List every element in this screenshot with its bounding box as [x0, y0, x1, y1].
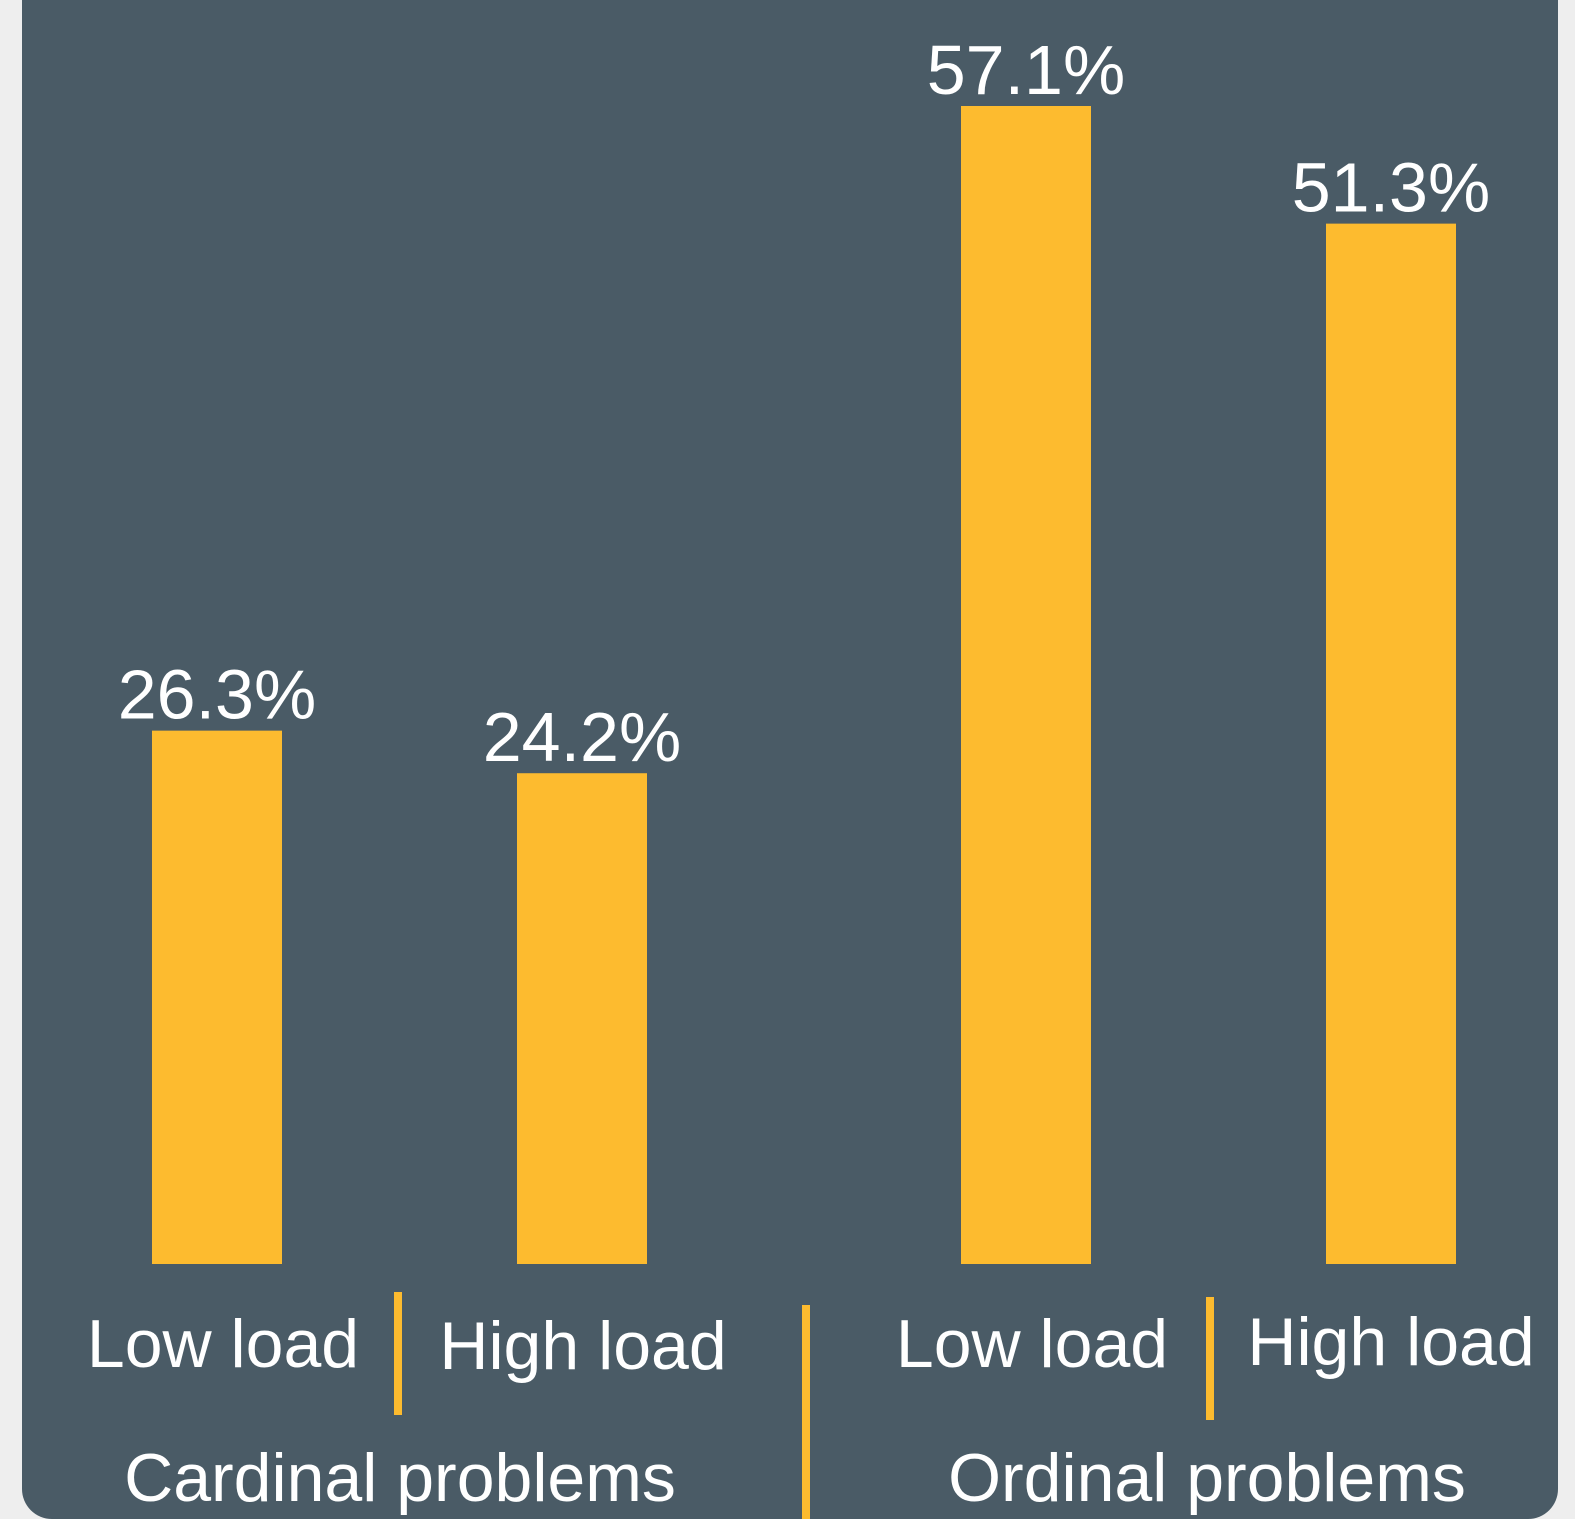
category-label-cardinal-high: High load	[439, 1308, 726, 1384]
group-divider	[802, 1305, 810, 1519]
dividers-layer	[394, 1292, 1214, 1519]
value-labels-layer: 26.3% 24.2% 57.1% 51.3%	[118, 31, 1490, 776]
bars-layer	[152, 106, 1456, 1264]
bar-cardinal-low	[152, 730, 282, 1264]
value-label-ordinal-high: 51.3%	[1292, 149, 1490, 227]
category-divider-cardinal	[394, 1292, 402, 1415]
value-label-cardinal-high: 24.2%	[483, 698, 681, 776]
bar-ordinal-high	[1326, 223, 1456, 1264]
category-labels-layer: Low load High load Low load High load	[87, 1304, 1535, 1384]
category-label-ordinal-low: Low load	[896, 1306, 1168, 1382]
group-labels-layer: Cardinal problems Ordinal problems	[124, 1440, 1466, 1516]
group-label-cardinal: Cardinal problems	[124, 1440, 676, 1516]
group-label-ordinal: Ordinal problems	[948, 1440, 1466, 1516]
value-label-cardinal-low: 26.3%	[118, 656, 316, 734]
category-divider-ordinal	[1206, 1297, 1214, 1420]
category-label-cardinal-low: Low load	[87, 1306, 359, 1382]
category-label-ordinal-high: High load	[1247, 1304, 1534, 1380]
bar-ordinal-low	[961, 106, 1091, 1264]
bar-cardinal-high	[517, 773, 647, 1264]
value-label-ordinal-low: 57.1%	[927, 31, 1125, 109]
